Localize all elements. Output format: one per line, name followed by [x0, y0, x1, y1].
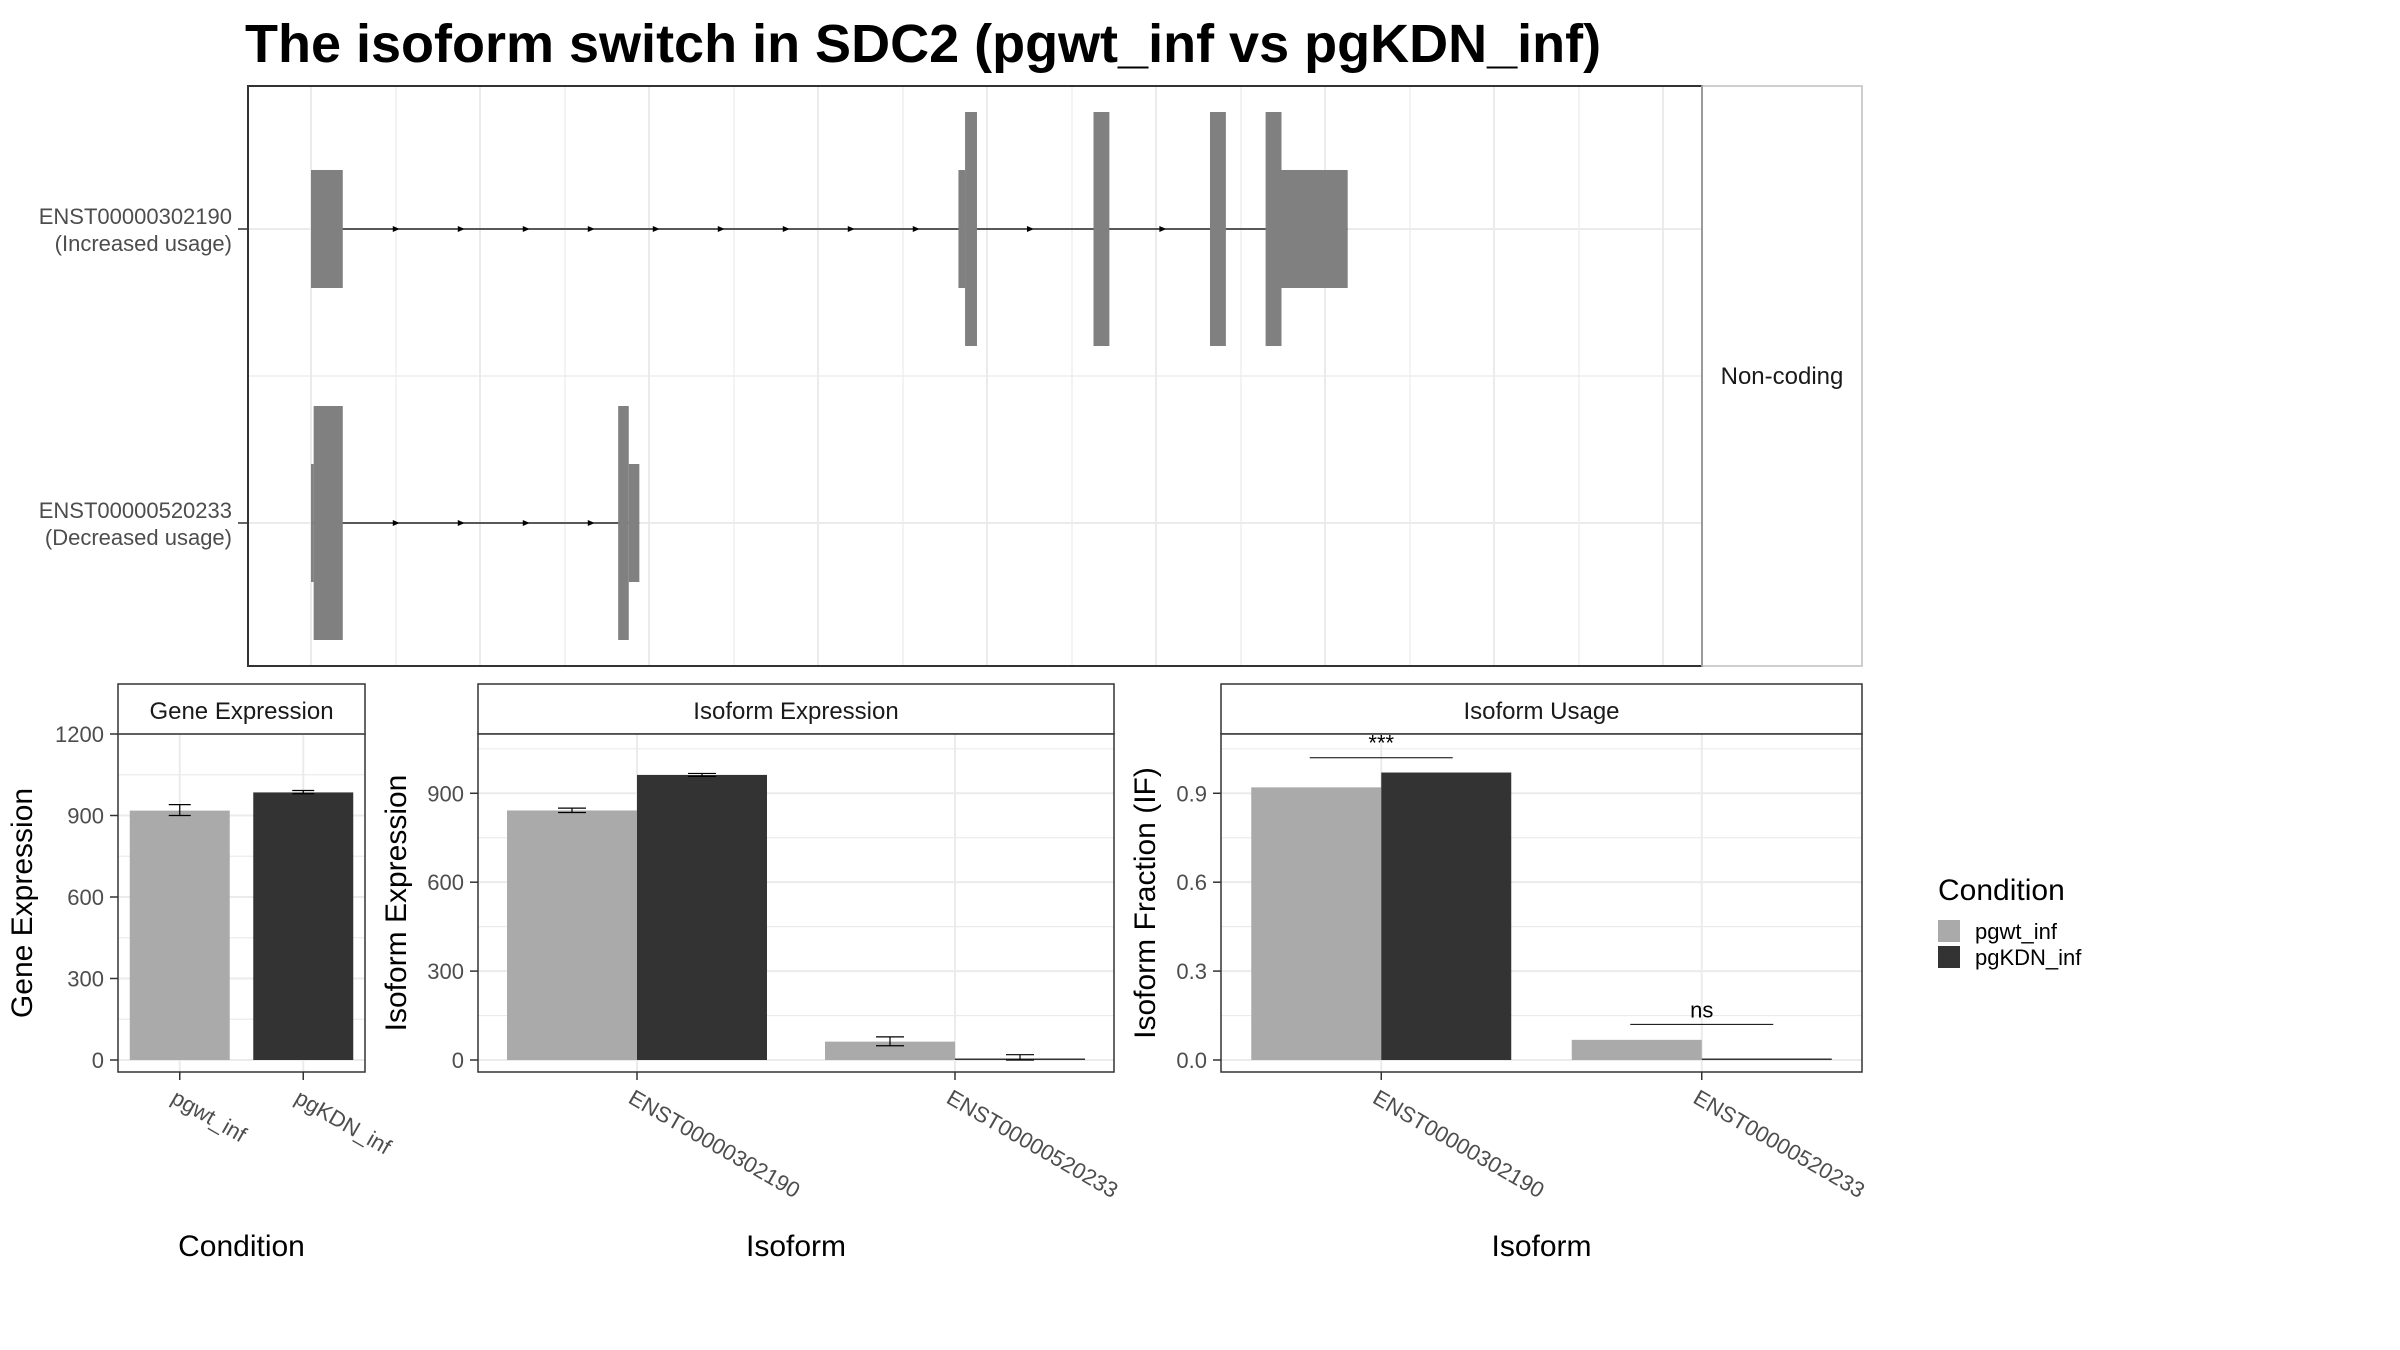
y-tick-label: 0: [92, 1048, 104, 1073]
legend-title: Condition: [1938, 874, 2065, 907]
intron-direction-arrow: [717, 226, 725, 232]
y-tick-label: 600: [427, 870, 464, 895]
exon-block: [313, 406, 343, 640]
exon-block: [1093, 112, 1110, 346]
panel-strip: [117, 683, 366, 735]
legend-label-pgwt_inf: pgwt_inf: [1975, 919, 2058, 944]
y-tick-label: 1200: [55, 722, 104, 747]
gene-structure-panel: ENST00000302190(Increased usage) ENST0000…: [39, 85, 1863, 667]
panel-strip-label: Isoform Usage: [1463, 698, 1619, 725]
bar-pgwt_inf: [825, 1041, 955, 1060]
x-axis-title: Isoform: [1491, 1230, 1591, 1263]
bar-pgKDN_inf: [253, 792, 354, 1060]
y-tick-label: 900: [67, 804, 104, 829]
y-tick-label: 0.6: [1176, 870, 1207, 895]
significance-label: ***: [1368, 731, 1394, 756]
bar-pgwt_inf: [507, 810, 637, 1060]
exon-block: [1281, 170, 1348, 288]
intron-direction-arrow: [522, 520, 530, 526]
legend-swatch-pgKDN_inf: [1938, 946, 1960, 968]
exon-block: [965, 112, 977, 346]
intron-direction-arrow: [1159, 226, 1167, 232]
intron-direction-arrow: [587, 520, 595, 526]
intron-direction-arrow: [1026, 226, 1034, 232]
legend-label-pgKDN_inf: pgKDN_inf: [1975, 945, 2082, 970]
y-axis-title: Isoform Fraction (IF): [1129, 767, 1162, 1039]
x-tick-label: ENST00000302190: [625, 1085, 805, 1203]
figure-title: The isoform switch in SDC2 (pgwt_inf vs …: [245, 14, 1601, 74]
y-tick-label: 0.0: [1176, 1048, 1207, 1073]
y-tick-label: 300: [427, 959, 464, 984]
x-tick-label: pgKDN_inf: [291, 1085, 396, 1160]
intron-direction-arrow: [392, 226, 400, 232]
bar-pgwt_inf: [1571, 1039, 1702, 1060]
transcript-usage-label: (Decreased usage): [45, 525, 232, 550]
panel-border: [117, 733, 366, 1073]
panel-strip: [1220, 683, 1863, 735]
transcript-label: ENST00000520233: [39, 498, 232, 523]
bar-pgwt_inf: [1251, 787, 1382, 1060]
bar-pgKDN_inf: [1701, 1058, 1832, 1060]
y-axis-title: Gene Expression: [6, 788, 39, 1018]
exon-block: [958, 170, 966, 288]
exon-block: [1265, 112, 1282, 346]
y-tick-label: 300: [67, 967, 104, 992]
exon-block: [311, 464, 314, 582]
y-axis-title: Isoform Expression: [380, 775, 413, 1032]
intron-direction-arrow: [847, 226, 855, 232]
gene-expression-panel: Gene Expression 0 300 600 900 1200 pgwt_inf pgK…: [6, 683, 396, 1263]
panel-strip-label: Gene Expression: [149, 698, 333, 725]
y-tick-label: 0.9: [1176, 781, 1207, 806]
intron-direction-arrow: [522, 226, 530, 232]
intron-direction-arrow: [652, 226, 660, 232]
intron-direction-arrow: [587, 226, 595, 232]
isoform-usage-panel: Isoform Usage *** ns 0.0 0.3 0.6 0.9 ENST000003…: [1129, 683, 1869, 1263]
panel-border: [1220, 733, 1863, 1073]
bar-pgKDN_inf: [637, 774, 767, 1060]
strip-label-non-coding: Non-coding: [1721, 363, 1844, 390]
gene-structure-strip: [1701, 85, 1863, 667]
exon-block: [618, 406, 629, 640]
x-tick-label: ENST00000520233: [1689, 1085, 1869, 1203]
transcript-label: ENST00000302190: [39, 204, 232, 229]
panel-strip-label: Isoform Expression: [693, 698, 898, 725]
y-tick-label: 0.3: [1176, 959, 1207, 984]
x-tick-label: ENST00000302190: [1369, 1085, 1549, 1203]
y-tick-label: 0: [452, 1048, 464, 1073]
x-axis-title: Isoform: [746, 1230, 846, 1263]
significance-label: ns: [1690, 997, 1713, 1022]
intron-direction-arrow: [782, 226, 790, 232]
intron-direction-arrow: [912, 226, 920, 232]
x-tick-label: ENST00000520233: [943, 1085, 1123, 1203]
exon-block: [1209, 112, 1226, 346]
transcript-usage-label: (Increased usage): [55, 231, 232, 256]
panel-strip: [477, 683, 1115, 735]
panel-border: [477, 733, 1115, 1073]
isoform-expression-panel: Isoform Expression 0 300 600 900 ENST00000302…: [380, 683, 1123, 1263]
exon-block: [311, 170, 343, 288]
legend-swatch-pgwt_inf: [1938, 920, 1960, 942]
intron-direction-arrow: [457, 226, 465, 232]
x-tick-label: pgwt_inf: [167, 1085, 251, 1148]
y-tick-label: 600: [67, 885, 104, 910]
bar-pgKDN_inf: [1381, 772, 1512, 1060]
bar-pgwt_inf: [129, 810, 230, 1060]
x-axis-title: Condition: [178, 1230, 305, 1263]
y-tick-label: 900: [427, 781, 464, 806]
intron-direction-arrow: [392, 520, 400, 526]
intron-direction-arrow: [457, 520, 465, 526]
exon-block: [628, 464, 640, 582]
